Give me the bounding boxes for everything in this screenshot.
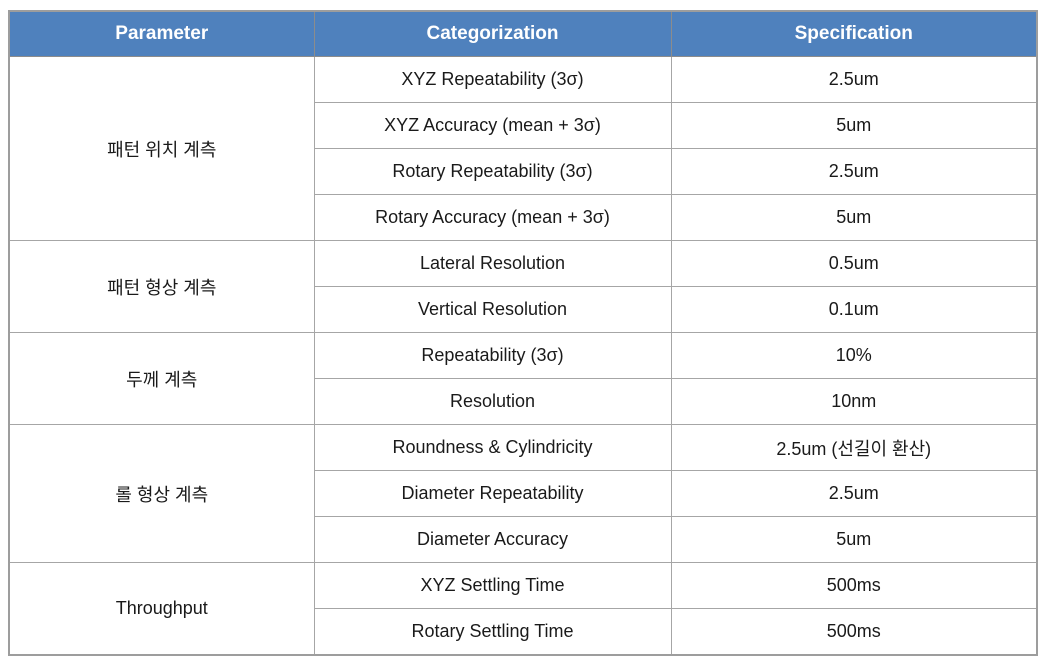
specification-cell: 2.5um (선길이 환산) [670, 424, 1038, 471]
table-row: 롤 형상 계측 Roundness & Cylindricity 2.5um (… [8, 424, 1038, 563]
categorization-cell: Lateral Resolution [313, 240, 672, 287]
table-row: 패턴 형상 계측 Lateral Resolution 0.5um [8, 240, 1038, 333]
categorization-cell: XYZ Settling Time [313, 562, 672, 609]
header-cell-parameter: Parameter [8, 10, 315, 57]
categorization-cell: Rotary Settling Time [313, 608, 672, 656]
specification-cell: 5um [670, 516, 1038, 563]
table-row: Rotary Settling Time 500ms [9, 608, 1038, 656]
categorization-cell: Repeatability (3σ) [313, 332, 672, 379]
specification-cell: 0.1um [670, 286, 1038, 333]
header-row: Parameter Categorization Specification [8, 10, 1038, 57]
table-row: Diameter Accuracy 5um [9, 516, 1038, 563]
table-row: Rotary Accuracy (mean + 3σ) 5um [9, 194, 1038, 241]
table-row: 패턴 위치 계측 XYZ Repeatability (3σ) 2.5um [8, 56, 1038, 241]
categorization-cell: Vertical Resolution [313, 286, 672, 333]
categorization-cell: Diameter Repeatability [313, 470, 672, 517]
categorization-cell: Rotary Accuracy (mean + 3σ) [313, 194, 672, 241]
categorization-cell: XYZ Accuracy (mean + 3σ) [313, 102, 672, 149]
specification-cell: 10nm [670, 378, 1038, 425]
param-cell-pattern-shape: 패턴 형상 계측 [8, 240, 315, 333]
categorization-cell: Resolution [313, 378, 672, 425]
param-cell-throughput: Throughput [8, 562, 315, 656]
specification-cell: 2.5um [670, 470, 1038, 517]
table-row: Diameter Repeatability 2.5um [9, 470, 1038, 517]
header-cell-categorization: Categorization [313, 10, 672, 57]
specification-cell: 500ms [670, 608, 1038, 656]
specification-cell: 2.5um [670, 56, 1038, 103]
table-row: Rotary Repeatability (3σ) 2.5um [9, 148, 1038, 195]
table-row: Throughput XYZ Settling Time 500ms [8, 562, 1038, 656]
categorization-cell: Rotary Repeatability (3σ) [313, 148, 672, 195]
specification-cell: 10% [670, 332, 1038, 379]
specification-cell: 500ms [670, 562, 1038, 609]
table-row: 두께 계측 Repeatability (3σ) 10% [8, 332, 1038, 425]
spec-table: Parameter Categorization Specification 패… [8, 10, 1038, 656]
categorization-cell: Diameter Accuracy [313, 516, 672, 563]
specification-cell: 5um [670, 194, 1038, 241]
param-cell-thickness: 두께 계측 [8, 332, 315, 425]
specification-cell: 2.5um [670, 148, 1038, 195]
categorization-cell: XYZ Repeatability (3σ) [313, 56, 672, 103]
table-row: Vertical Resolution 0.1um [9, 286, 1038, 333]
table-row: XYZ Accuracy (mean + 3σ) 5um [9, 102, 1038, 149]
table-row: Resolution 10nm [9, 378, 1038, 425]
specification-cell: 0.5um [670, 240, 1038, 287]
categorization-cell: Roundness & Cylindricity [313, 424, 672, 471]
specification-cell: 5um [670, 102, 1038, 149]
param-cell-roll-shape: 롤 형상 계측 [8, 424, 315, 563]
param-cell-pattern-position: 패턴 위치 계측 [8, 56, 315, 241]
header-cell-specification: Specification [670, 10, 1038, 57]
